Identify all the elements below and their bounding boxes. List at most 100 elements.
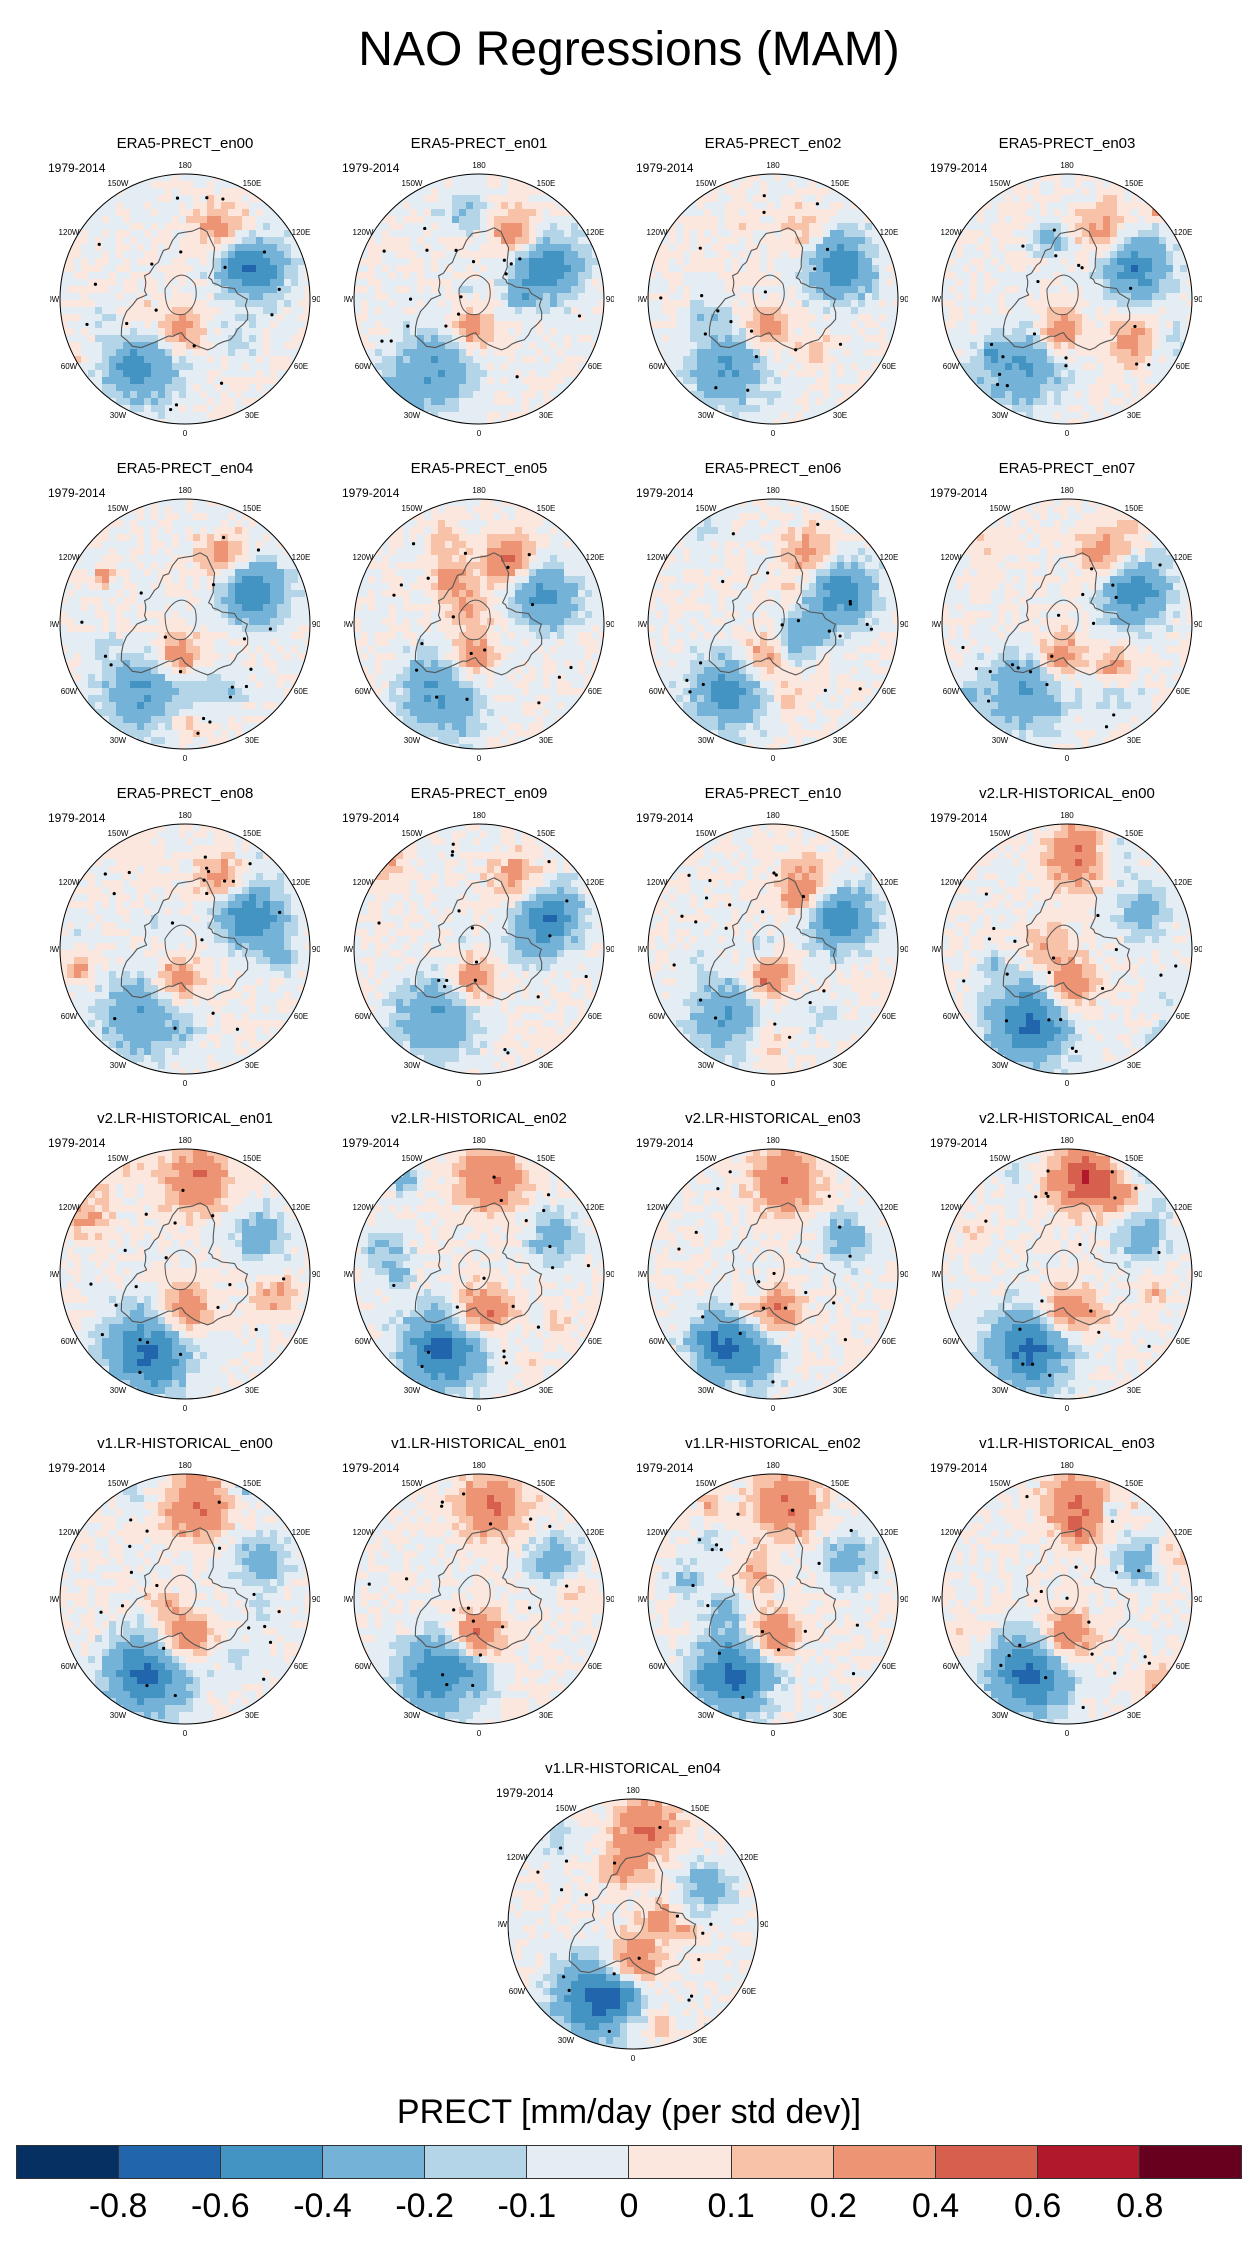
field-cell (760, 314, 768, 322)
field-cell (844, 349, 852, 357)
field-cell (291, 597, 299, 605)
field-cell (102, 562, 110, 570)
field-cell (704, 370, 712, 378)
field-cell (256, 251, 264, 259)
field-cell (396, 293, 404, 301)
field-cell (746, 384, 754, 392)
field-cell (214, 244, 222, 252)
field-cell (963, 272, 971, 280)
field-cell (529, 265, 537, 273)
field-cell (788, 293, 796, 301)
field-cell (501, 279, 509, 287)
field-cell (375, 237, 383, 245)
field-cell (466, 216, 474, 224)
field-cell (1005, 195, 1013, 203)
field-cell (130, 541, 138, 549)
field-cell (270, 597, 278, 605)
field-cell (760, 272, 768, 280)
field-cell (452, 258, 460, 266)
field-cell (1173, 342, 1181, 350)
field-cell (151, 265, 159, 273)
field-cell (431, 356, 439, 364)
field-cell (508, 384, 516, 392)
field-cell (277, 548, 285, 556)
field-cell (137, 541, 145, 549)
field-cell (998, 230, 1006, 238)
field-cell (1166, 293, 1174, 301)
field-cell (235, 548, 243, 556)
field-cell (543, 223, 551, 231)
field-cell (977, 349, 985, 357)
field-cell (1145, 356, 1153, 364)
field-cell (1110, 251, 1118, 259)
field-cell (830, 195, 838, 203)
field-cell (424, 230, 432, 238)
field-cell (144, 216, 152, 224)
field-cell (809, 237, 817, 245)
field-cell (949, 328, 957, 336)
field-cell (438, 209, 446, 217)
field-cell (172, 583, 180, 591)
field-cell (1110, 349, 1118, 357)
field-cell (872, 342, 880, 350)
field-cell (788, 412, 796, 420)
field-cell (1040, 328, 1048, 336)
field-cell (508, 398, 516, 406)
field-cell (473, 391, 481, 399)
field-cell (137, 237, 145, 245)
field-cell (130, 604, 138, 612)
field-cell (725, 265, 733, 273)
field-cell (179, 562, 187, 570)
field-cell (214, 597, 222, 605)
field-cell (221, 398, 229, 406)
field-cell (1145, 349, 1153, 357)
field-cell (1131, 384, 1139, 392)
field-cell (1026, 181, 1034, 189)
field-cell (109, 541, 117, 549)
field-cell (270, 625, 278, 633)
field-cell (102, 251, 110, 259)
field-cell (1075, 314, 1083, 322)
field-cell (179, 618, 187, 626)
field-cell (389, 384, 397, 392)
field-cell (585, 265, 593, 273)
longitude-label: 30E (1127, 411, 1141, 420)
field-cell (669, 335, 677, 343)
field-cell (760, 384, 768, 392)
field-cell (151, 195, 159, 203)
field-cell (585, 314, 593, 322)
field-cell (298, 314, 306, 322)
field-cell (711, 244, 719, 252)
longitude-label: 30E (833, 411, 847, 420)
field-cell (571, 300, 579, 308)
field-cell (522, 321, 530, 329)
field-cell (1033, 195, 1041, 203)
field-cell (228, 342, 236, 350)
field-cell (711, 328, 719, 336)
field-cell (529, 279, 537, 287)
field-cell (515, 195, 523, 203)
field-cell (193, 499, 201, 507)
field-cell (144, 377, 152, 385)
field-cell (116, 363, 124, 371)
field-cell (1047, 202, 1055, 210)
field-cell (795, 328, 803, 336)
field-cell (256, 321, 264, 329)
field-cell (487, 335, 495, 343)
field-cell (753, 251, 761, 259)
field-cell (151, 293, 159, 301)
field-cell (676, 335, 684, 343)
field-cell (501, 202, 509, 210)
field-cell (109, 251, 117, 259)
field-cell (88, 639, 96, 647)
field-cell (1103, 258, 1111, 266)
field-cell (179, 209, 187, 217)
field-cell (809, 335, 817, 343)
field-cell (242, 513, 250, 521)
field-cell (417, 216, 425, 224)
field-cell (130, 307, 138, 315)
field-cell (802, 335, 810, 343)
field-cell (193, 513, 201, 521)
field-cell (1005, 328, 1013, 336)
field-cell (536, 195, 544, 203)
